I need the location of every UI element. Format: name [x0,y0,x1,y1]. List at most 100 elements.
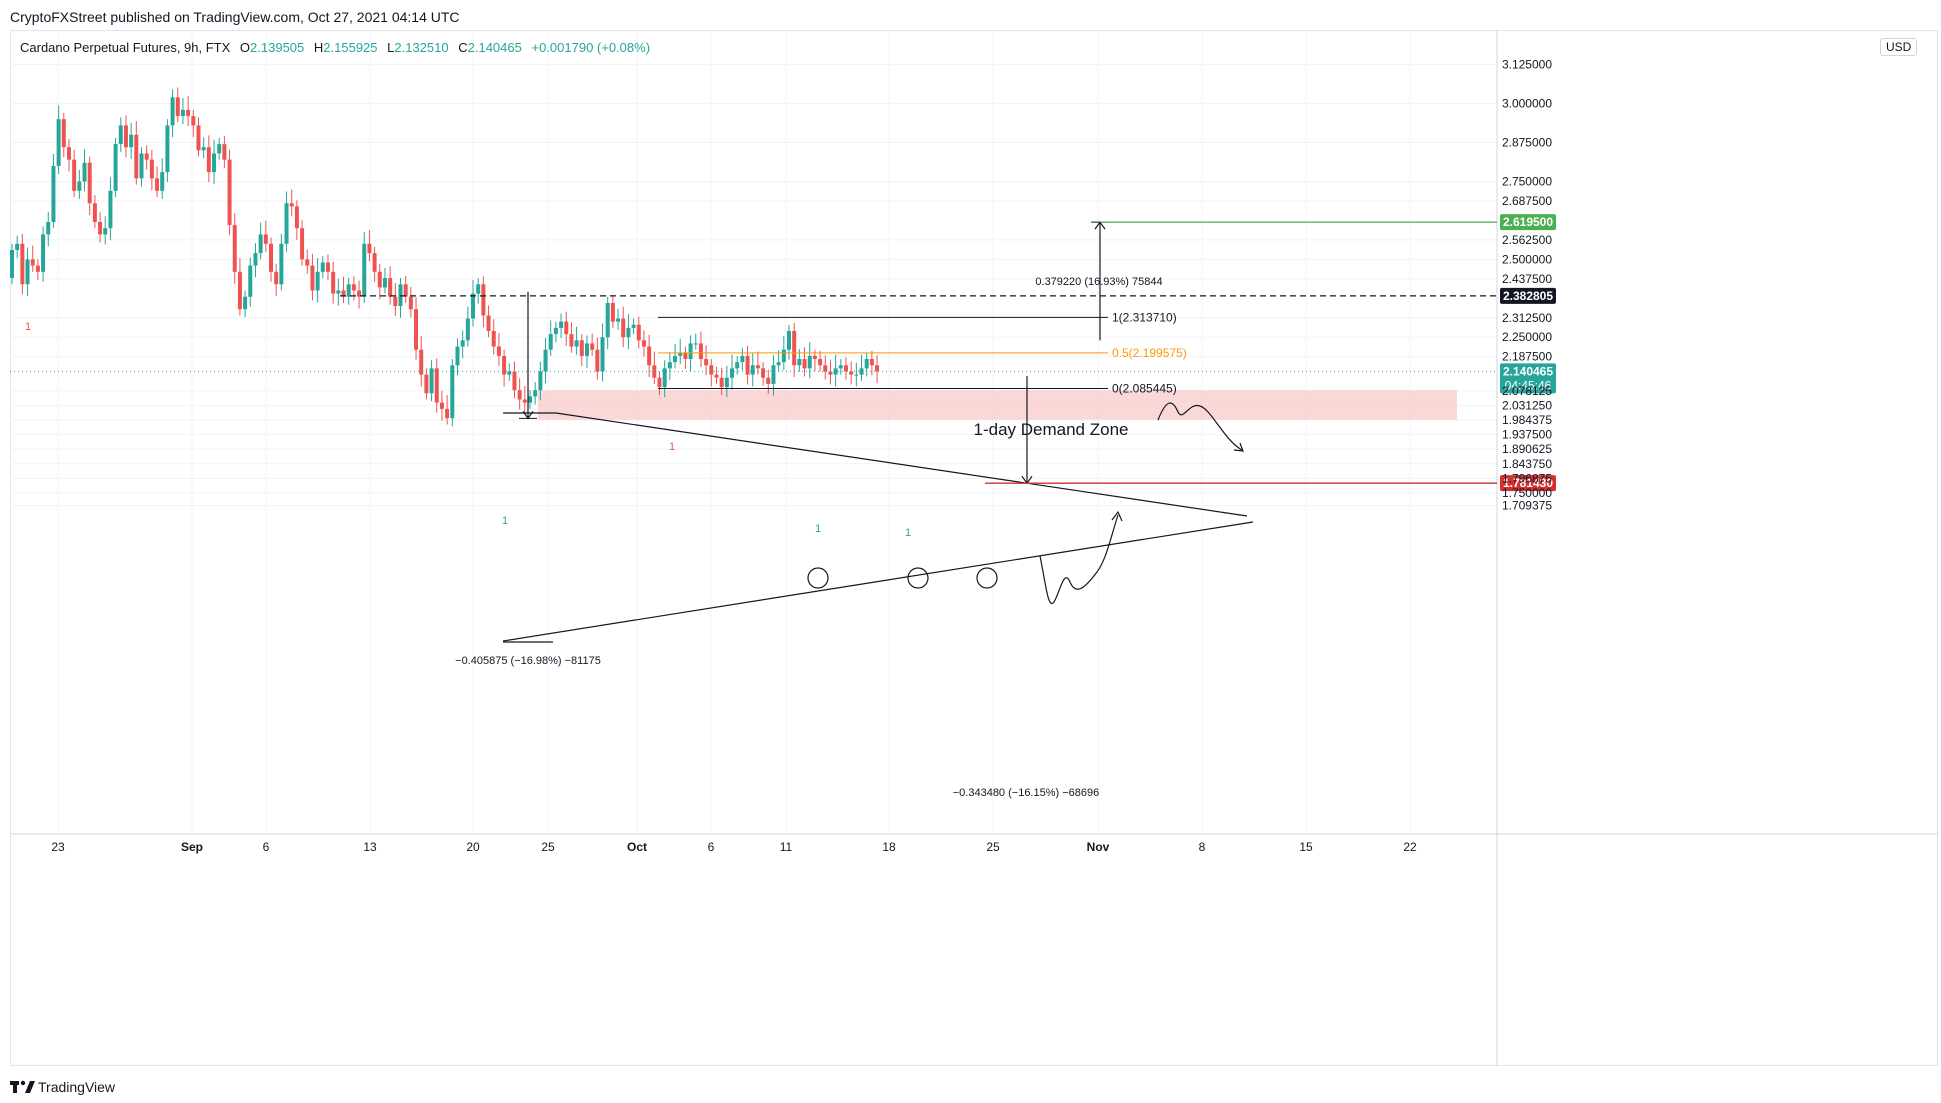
candle-body [72,159,77,191]
candle-body [647,346,652,366]
y-tick-label: 1.843750 [1502,457,1552,471]
candle-body [787,330,791,350]
projection-path-down [1039,514,1119,605]
x-tick-label: 13 [363,840,377,854]
candle-body [755,365,760,369]
event-marker: 1 [905,527,911,539]
candle-body [196,125,201,151]
price-tag-label-last: 2.140465 [1503,364,1553,378]
candle-body [30,259,35,266]
demand-zone [538,390,1457,420]
tradingview-logo-icon [10,1080,35,1093]
currency-button[interactable]: USD [1880,38,1918,56]
candle-body [336,290,341,294]
high-value: 2.155925 [323,40,378,55]
candle-body [274,271,279,285]
candle-body [367,243,372,254]
candle-body [522,399,527,403]
candle-body [118,125,123,145]
candle-body [719,377,724,388]
candle-body [693,343,698,345]
candle-body [269,243,273,272]
x-tick-label: 8 [1199,840,1206,854]
candle-body [35,265,40,272]
y-tick-label: 2.687500 [1502,194,1552,208]
candle-body [87,162,92,204]
candle-body [320,262,325,272]
price-tag-target_up [1500,214,1556,231]
chart-pane[interactable] [10,30,1938,1066]
candle-body [626,327,631,338]
projection-path-up [1157,402,1243,451]
candle-body [724,377,729,388]
x-tick-label: Oct [627,840,647,854]
x-tick-label: 11 [780,840,793,854]
candle-body [574,340,579,347]
y-tick-label: 2.437500 [1502,272,1552,286]
candle-body [232,225,237,272]
candle-body [564,321,569,335]
candle-body [512,371,517,391]
publish-info: CryptoFXStreet published on TradingView.… [10,9,460,25]
candle-body [771,365,776,384]
candle-body [766,377,771,384]
candle-body [180,109,185,117]
candle-body [139,153,144,179]
candle-body [253,253,258,266]
candle-body [217,144,222,154]
y-tick-label: 1.709375 [1502,499,1552,513]
candle-body [212,153,217,173]
y-tick-label: 2.031250 [1502,398,1552,412]
candle-body [294,206,299,229]
candle-body [714,374,719,378]
measure-label-0: 0.379220 (16.93%) 75844 [1035,276,1162,288]
candle-body [486,315,491,331]
candle-body [144,153,149,160]
candle-body [455,346,460,366]
candle-body [517,390,522,400]
candle-body [155,178,160,191]
candle-body [248,265,253,297]
y-tick-label: 2.078125 [1502,384,1552,398]
candle-body [346,284,351,297]
candle-body [641,340,646,347]
candle-body [51,165,56,222]
candle-body [237,271,242,310]
candle-body [258,234,263,254]
candle-body [170,97,175,126]
candle-body [289,203,294,207]
y-tick-label: 2.500000 [1502,252,1552,266]
candle-body [160,172,165,191]
candle-body [698,343,703,360]
close-label: C [458,40,468,55]
candle-body [149,159,154,179]
candle-body [833,368,838,375]
candle-body [869,359,874,366]
x-tick-label: 15 [1299,840,1313,854]
y-tick-label: 2.312500 [1502,311,1552,325]
y-tick-label: 2.562500 [1502,233,1552,247]
candle-body [476,284,481,294]
price-tag-label-target_up: 2.619500 [1503,215,1553,229]
candle-body [667,362,672,369]
candle-body [362,243,367,297]
candle-body [165,125,170,173]
change-value: +0.001790 (+0.08%) [531,40,651,55]
candle-body [678,352,683,356]
candle-body [123,125,128,148]
candle-body [471,293,476,319]
x-tick-label: 25 [986,840,1000,854]
y-tick-label: 2.750000 [1502,174,1552,188]
candle-body [15,243,20,251]
candle-body [393,296,398,307]
candle-body [201,147,206,151]
candle-body [776,362,781,366]
candle-body [414,309,419,350]
candle-body [548,334,553,350]
candle-body [186,109,191,117]
event-marker: 1 [669,441,675,453]
candle-body [538,371,543,391]
demand-zone-label: 1-day Demand Zone [974,420,1129,439]
price-tag-last [1500,363,1556,394]
